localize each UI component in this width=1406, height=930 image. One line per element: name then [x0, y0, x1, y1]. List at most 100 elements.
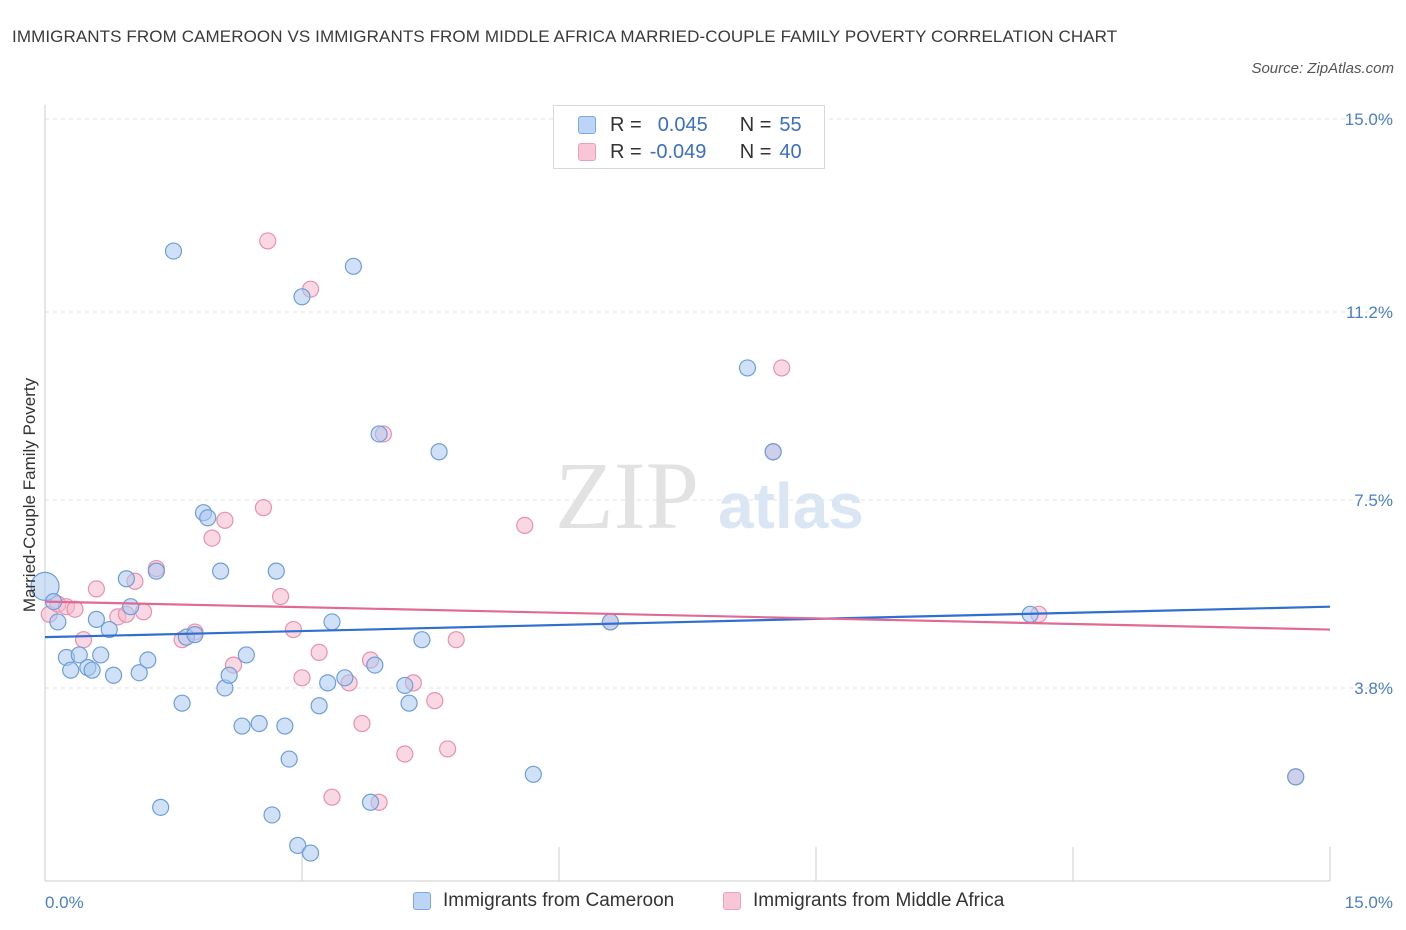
legend-n-label: N =: [739, 113, 772, 136]
legend-r-value: -0.049: [649, 140, 707, 163]
data-point: [254, 499, 273, 517]
legend-n-label: N =: [739, 140, 772, 163]
watermark: ZIP atlas: [555, 442, 864, 549]
bottom-legend-swatch-pink: [723, 892, 741, 910]
data-point: [289, 836, 307, 855]
data-point: [310, 643, 328, 662]
data-point: [361, 793, 380, 811]
data-point: [400, 694, 418, 712]
trend-lines: [44, 600, 1331, 639]
data-point: [280, 750, 298, 768]
bottom-legend-label: Immigrants from Middle Africa: [753, 890, 1005, 911]
series-cameroon-points: [30, 242, 1305, 862]
data-point: [430, 443, 448, 461]
trend-line-pink: [44, 600, 1331, 631]
legend-r-label: R =: [610, 140, 642, 163]
watermark-atlas: atlas: [718, 470, 864, 542]
data-point: [601, 613, 620, 631]
legend-row-cameroon: R = 0.045 N = 55: [578, 112, 802, 138]
data-point: [263, 806, 281, 824]
legend-swatch-pink: [578, 143, 596, 161]
bottom-legend-label: Immigrants from Cameroon: [443, 890, 675, 911]
data-point: [323, 788, 341, 806]
y-tick-label: 3.8%: [1354, 679, 1393, 698]
data-point: [220, 666, 238, 684]
data-point: [104, 666, 123, 684]
x-tick-label: 0.0%: [45, 893, 84, 912]
data-point: [173, 694, 191, 712]
source-credit: Source: ZipAtlas.com: [1251, 60, 1394, 77]
legend-n-value: 55: [779, 113, 802, 136]
data-point: [74, 631, 93, 649]
data-point: [426, 692, 444, 710]
legend-r-label: R =: [610, 113, 642, 136]
data-point: [66, 600, 84, 618]
data-point: [49, 613, 67, 631]
data-point: [237, 646, 255, 664]
bottom-legend: Immigrants from Cameroon Immigrants from…: [0, 890, 1406, 916]
gridlines: [45, 118, 1390, 689]
axes: [44, 105, 1331, 882]
data-point: [396, 745, 414, 763]
legend-n-value: 40: [779, 140, 802, 163]
tick-labels: 3.8% 7.5% 11.2% 15.0% 0.0% 15.0%: [45, 110, 1393, 912]
data-point: [199, 509, 217, 527]
data-point: [310, 697, 328, 715]
data-point: [293, 669, 311, 687]
data-point: [301, 844, 320, 862]
data-point: [516, 516, 534, 535]
data-point: [216, 511, 234, 529]
data-point: [447, 631, 465, 649]
bottom-legend-cameroon: Immigrants from Cameroon: [413, 890, 674, 912]
data-point: [130, 664, 148, 682]
data-point: [139, 651, 157, 669]
y-axis-label: Married-Couple Family Poverty: [20, 377, 39, 612]
data-point: [62, 661, 80, 679]
data-point: [319, 674, 337, 692]
data-point: [738, 359, 757, 377]
chart-title: IMMIGRANTS FROM CAMEROON VS IMMIGRANTS F…: [12, 27, 1118, 46]
data-point: [293, 288, 311, 306]
legend-r-value: 0.045: [657, 113, 708, 136]
data-point: [353, 714, 371, 733]
data-point: [203, 529, 221, 547]
data-point: [370, 425, 388, 443]
watermark-zip: ZIP: [555, 442, 699, 549]
data-point: [764, 443, 782, 461]
legend-box: R = 0.045 N = 55 R = -0.049 N = 40: [553, 105, 825, 169]
data-point: [92, 646, 110, 664]
data-point: [250, 714, 268, 733]
data-point: [117, 570, 135, 588]
data-point: [284, 620, 303, 639]
legend-row-middle-africa: R = -0.049 N = 40: [578, 139, 802, 165]
data-point: [271, 587, 290, 606]
data-point: [233, 717, 251, 735]
data-point: [413, 631, 431, 649]
data-point: [323, 613, 341, 631]
trend-line-blue: [44, 605, 1331, 639]
data-point: [267, 562, 285, 580]
data-point: [439, 740, 457, 758]
bottom-legend-middle-africa: Immigrants from Middle Africa: [723, 890, 1004, 912]
data-point: [366, 656, 384, 674]
data-point: [122, 598, 140, 616]
data-point: [344, 257, 362, 275]
data-point: [336, 669, 354, 687]
data-point: [396, 676, 414, 695]
data-point: [87, 580, 106, 598]
data-point: [152, 798, 170, 816]
data-point: [70, 646, 88, 664]
data-point: [259, 232, 277, 250]
data-point: [83, 661, 101, 679]
data-point: [212, 562, 230, 580]
data-point: [87, 610, 106, 628]
data-point: [147, 562, 165, 580]
legend-swatch-blue: [578, 116, 596, 134]
y-tick-label: 7.5%: [1354, 491, 1393, 510]
data-point: [1287, 768, 1305, 786]
data-point: [524, 765, 542, 783]
data-point: [276, 717, 294, 735]
data-point: [164, 242, 183, 260]
data-point: [773, 359, 791, 377]
